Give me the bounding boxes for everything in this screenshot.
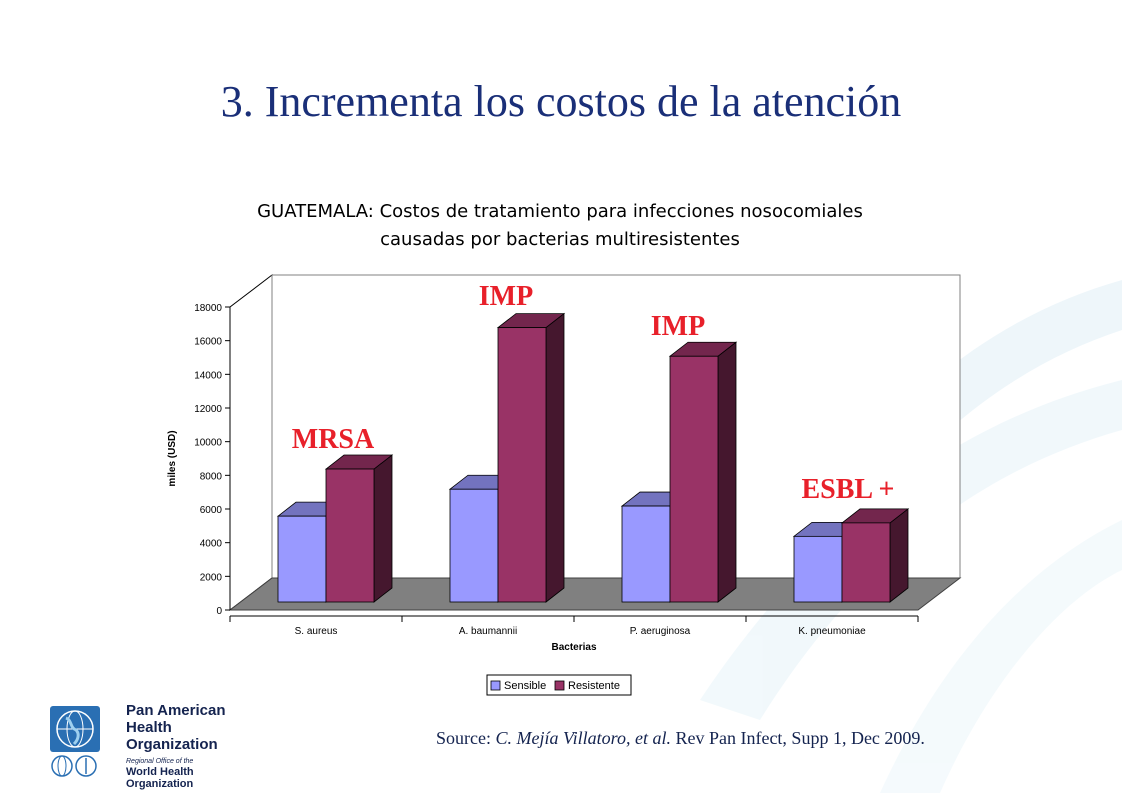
bar-side	[545, 312, 565, 603]
y-tick-label: 12000	[194, 404, 222, 415]
y-tick-label: 2000	[200, 572, 223, 583]
bar-annotation: IMP	[479, 281, 533, 312]
source-citation: Source: C. Mejía Villatoro, et al. Rev P…	[436, 728, 925, 749]
chart-title-line1: GUATEMALA: Costos de tratamiento para in…	[257, 201, 863, 222]
side-wall	[229, 273, 273, 612]
x-tick-label: A. baumannii	[459, 626, 517, 637]
bar-sensible	[621, 505, 671, 603]
y-tick-label: 18000	[194, 303, 222, 314]
legend-swatch	[554, 680, 565, 691]
y-axis-label: miles (USD)	[167, 430, 178, 486]
globe-icon	[50, 706, 100, 752]
bar-annotation: ESBL +	[801, 474, 894, 505]
y-tick-label: 6000	[200, 505, 223, 516]
source-prefix: Source:	[436, 728, 496, 748]
legend-label: Sensible	[504, 680, 546, 692]
chart-floor	[228, 577, 962, 611]
chart-title-line2: causadas por bacterias multiresistentes	[380, 229, 740, 250]
bar-sensible	[449, 488, 499, 603]
bar-annotation: MRSA	[292, 424, 375, 455]
y-tick-label: 10000	[194, 438, 222, 449]
y-tick-label: 0	[216, 606, 222, 617]
who-emblem-icon	[51, 755, 97, 777]
legend-swatch	[490, 680, 501, 691]
slide-title: 3. Incrementa los costos de la atención	[220, 77, 902, 126]
y-tick-label: 4000	[200, 539, 223, 550]
org-name-line1: Pan American	[126, 702, 226, 719]
bar-side	[373, 454, 393, 603]
y-tick-label: 14000	[194, 370, 222, 381]
bar-resistente	[841, 522, 891, 603]
bar-annotation: IMP	[651, 311, 705, 342]
bar-resistente	[497, 327, 547, 603]
bar-sensible	[277, 515, 327, 603]
bar-sensible	[793, 535, 843, 603]
bar-resistente	[669, 355, 719, 603]
bar-side	[717, 341, 737, 603]
y-tick-label: 8000	[200, 471, 223, 482]
source-rest: Rev Pan Infect, Supp 1, Dec 2009.	[670, 728, 925, 748]
source-authors: C. Mejía Villatoro, et al.	[495, 728, 671, 748]
bar-resistente	[325, 468, 375, 603]
bar-side	[889, 508, 909, 603]
org-sub-line2: World Health Organization	[126, 766, 194, 790]
org-sub-line1: Regional Office of the	[126, 758, 194, 765]
x-tick-label: P. aeruginosa	[630, 626, 691, 637]
x-tick-label: S. aureus	[295, 626, 338, 637]
legend-label: Resistente	[568, 680, 620, 692]
paho-logo: Pan American Health Organization Regiona…	[48, 700, 248, 790]
x-axis-label: Bacterias	[551, 642, 596, 653]
chart-title: GUATEMALA: Costos de tratamiento para in…	[160, 198, 960, 254]
y-tick-label: 16000	[194, 337, 222, 348]
org-name-line3: Organization	[126, 736, 218, 753]
x-tick-label: K. pneumoniae	[798, 626, 866, 637]
org-name-line2: Health	[126, 719, 172, 736]
